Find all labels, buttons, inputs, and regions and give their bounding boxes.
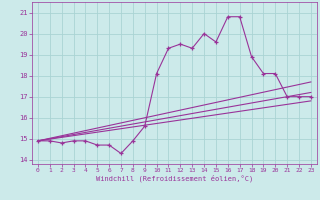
X-axis label: Windchill (Refroidissement éolien,°C): Windchill (Refroidissement éolien,°C) [96,175,253,182]
